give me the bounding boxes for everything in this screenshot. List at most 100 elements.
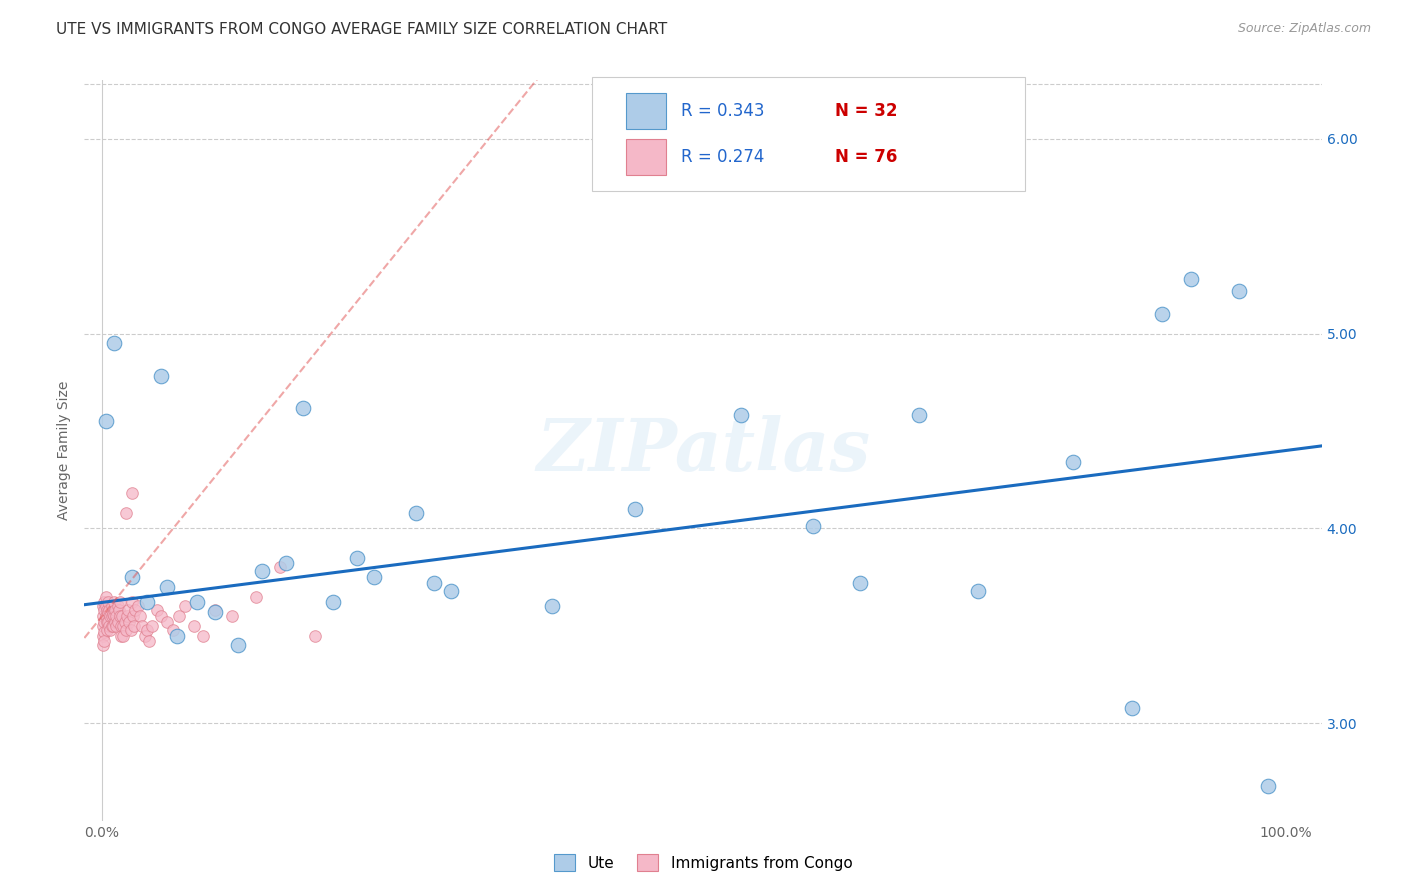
Point	[96, 603, 118, 617]
Point	[97, 615, 120, 629]
Point	[107, 599, 129, 614]
Point	[100, 609, 122, 624]
Text: N = 76: N = 76	[835, 148, 898, 166]
Point	[104, 615, 127, 629]
Point	[541, 599, 564, 614]
Point	[183, 619, 205, 633]
Point	[117, 603, 139, 617]
Point	[108, 595, 131, 609]
Point	[138, 634, 160, 648]
Point	[1121, 700, 1143, 714]
Point	[94, 590, 117, 604]
Point	[120, 623, 142, 637]
Bar	[626, 93, 666, 128]
Bar	[626, 139, 666, 175]
Point	[97, 605, 120, 619]
Point	[422, 576, 444, 591]
Point	[107, 603, 129, 617]
Point	[105, 609, 128, 624]
Point	[111, 609, 134, 624]
Point	[801, 519, 824, 533]
Point	[156, 615, 179, 629]
Point	[112, 619, 135, 633]
Point	[110, 628, 132, 642]
Point	[114, 615, 136, 629]
Point	[94, 414, 117, 428]
Point	[150, 609, 173, 624]
Point	[124, 603, 146, 617]
Point	[134, 628, 156, 642]
Point	[167, 609, 190, 624]
Point	[98, 603, 121, 617]
Point	[131, 619, 153, 633]
Point	[136, 595, 159, 609]
Point	[346, 550, 368, 565]
Text: UTE VS IMMIGRANTS FROM CONGO AVERAGE FAMILY SIZE CORRELATION CHART: UTE VS IMMIGRANTS FROM CONGO AVERAGE FAM…	[56, 22, 668, 37]
Point	[93, 634, 115, 648]
Point	[292, 401, 315, 415]
Point	[440, 583, 463, 598]
Point	[849, 576, 872, 591]
Point	[107, 615, 129, 629]
Point	[1150, 307, 1173, 321]
Point	[122, 619, 145, 633]
Point	[269, 560, 291, 574]
Point	[105, 619, 128, 633]
Point	[967, 583, 990, 598]
Point	[94, 599, 117, 614]
Point	[136, 623, 159, 637]
Point	[112, 628, 135, 642]
Point	[221, 609, 243, 624]
Point	[174, 599, 197, 614]
Point	[204, 603, 226, 617]
Point	[101, 619, 124, 633]
Point	[118, 615, 141, 629]
Point	[121, 595, 143, 609]
Point	[93, 615, 115, 629]
Point	[104, 603, 127, 617]
Point	[96, 615, 118, 629]
Point	[274, 557, 297, 571]
Point	[101, 607, 124, 621]
Point	[93, 595, 115, 609]
Point	[94, 609, 117, 624]
Point	[730, 409, 752, 423]
Point	[93, 603, 115, 617]
Point	[114, 623, 136, 637]
Point	[405, 506, 427, 520]
Point	[121, 486, 143, 500]
Point	[186, 595, 208, 609]
Point	[103, 595, 125, 609]
Point	[150, 369, 173, 384]
Point	[141, 619, 163, 633]
Point	[624, 502, 647, 516]
Legend: Ute, Immigrants from Congo: Ute, Immigrants from Congo	[547, 848, 859, 877]
Point	[1227, 284, 1250, 298]
Point	[156, 580, 179, 594]
Point	[121, 570, 143, 584]
Point	[100, 619, 122, 633]
Point	[96, 623, 118, 637]
Point	[1062, 455, 1084, 469]
Point	[98, 619, 121, 633]
Text: R = 0.343: R = 0.343	[681, 102, 765, 120]
Point	[226, 638, 249, 652]
Point	[103, 609, 125, 624]
Text: ZIPatlas: ZIPatlas	[536, 415, 870, 486]
Point	[166, 628, 188, 642]
Point	[129, 609, 152, 624]
Point	[162, 623, 184, 637]
Point	[250, 564, 273, 578]
Point	[363, 570, 385, 584]
Point	[110, 619, 132, 633]
Point	[91, 619, 114, 633]
Point	[245, 590, 267, 604]
Point	[103, 336, 125, 351]
Text: N = 32: N = 32	[835, 102, 898, 120]
Point	[91, 638, 114, 652]
Point	[145, 603, 167, 617]
Point	[114, 506, 136, 520]
Point	[908, 409, 931, 423]
Y-axis label: Average Family Size: Average Family Size	[58, 381, 72, 520]
FancyBboxPatch shape	[592, 77, 1025, 191]
